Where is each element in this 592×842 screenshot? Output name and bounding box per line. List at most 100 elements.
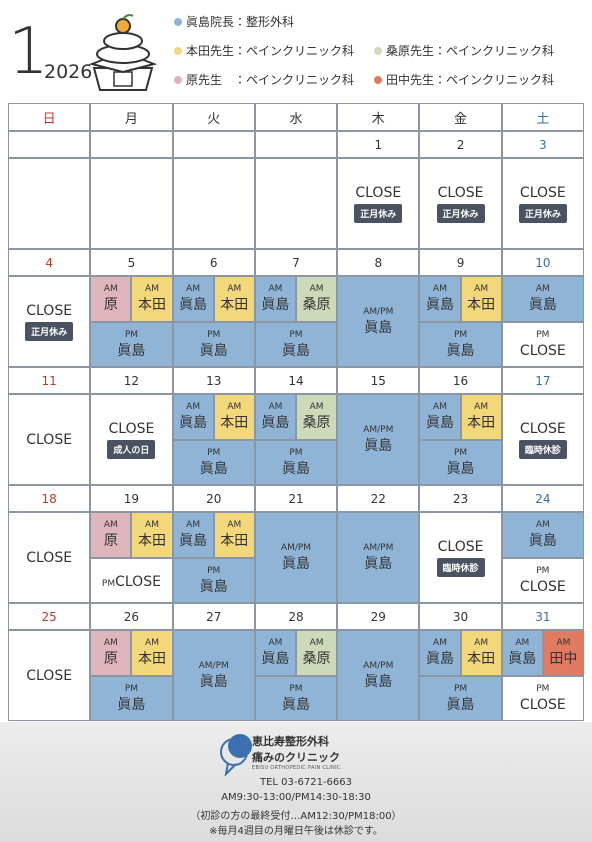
date-number: 17 [535, 373, 551, 388]
slot-name: 本田 [220, 415, 249, 432]
legend-dot [174, 18, 182, 26]
slot-label: AM [515, 638, 530, 649]
slot-label: PM [536, 565, 550, 576]
slot-row: PMCLOSE [102, 571, 161, 590]
year: 2026 [44, 61, 93, 83]
am-slot: AM 原 [90, 276, 132, 322]
slot-label: AM [433, 402, 447, 413]
slot-name: 眞島 [199, 460, 228, 477]
weekday-label: 木 [371, 111, 385, 127]
date-number: 13 [206, 373, 222, 388]
close-cell: CLOSE 正月休み [419, 158, 502, 249]
slot-label: AM/PM [363, 543, 394, 553]
date-number: 15 [370, 373, 386, 388]
slot-label: PM [289, 683, 303, 694]
date-number: 29 [370, 609, 386, 624]
weekday-cell: 日 [8, 103, 91, 131]
legend-text: 本田先生：ペインクリニック科 [186, 44, 355, 58]
slot-name: CLOSE [519, 578, 566, 595]
weekday-cell: 土 [501, 103, 584, 131]
date-number: 22 [370, 491, 386, 506]
am-slot: AM 本田 [213, 512, 255, 558]
close-text: CLOSE [26, 549, 73, 566]
slot-name: 眞島 [425, 297, 454, 314]
date-number: 27 [206, 609, 222, 624]
date-cell: 12 [90, 367, 173, 394]
month: 1 [8, 15, 49, 89]
date-number: 12 [123, 373, 140, 388]
date-number: 18 [41, 491, 57, 506]
date-number: 9 [456, 255, 465, 270]
date-number: 28 [288, 609, 304, 624]
date-number: 4 [45, 255, 53, 270]
slot-name: 本田 [137, 533, 166, 550]
slot-label: AM [145, 520, 159, 531]
weekday-cell: 水 [254, 103, 338, 131]
slot-name: 眞島 [117, 696, 146, 713]
slot-label: PM [124, 329, 139, 340]
close-cell: CLOSE 成人の日 [90, 394, 173, 485]
slot-label: AM/PM [363, 661, 394, 671]
date-number: 8 [374, 255, 383, 270]
close-text: CLOSE [437, 185, 484, 201]
date-cell: 13 [172, 367, 255, 394]
legend-text: 桑原先生：ペインクリニック科 [386, 44, 555, 58]
footer-hours: AM9:30-13:00/PM14:30-18:30 [221, 792, 371, 803]
clinic-subname: 痛みのクリニック [252, 751, 340, 764]
close-text: CLOSE [355, 185, 402, 201]
slot-label: AM [103, 284, 118, 295]
allday-cell: AM/PM 眞島 [337, 276, 420, 367]
slot-label: AM [145, 638, 159, 649]
am-slot: AM 眞島 [501, 276, 584, 322]
date-cell: 10 [501, 249, 584, 276]
close-badge: 正月休み [354, 204, 403, 223]
date-number: 21 [288, 491, 304, 506]
date-number: 14 [288, 373, 304, 388]
close-cell: CLOSE [8, 512, 91, 603]
date-cell: 25 [8, 603, 91, 630]
slot-label: PM [289, 447, 303, 458]
date-cell: 3 [501, 131, 584, 158]
pm-slot: PM 眞島 [254, 321, 338, 367]
slot-label: PM [289, 329, 303, 340]
am-slot: AM 原 [90, 512, 132, 558]
pm-slot: PM CLOSE [501, 557, 584, 603]
am-slot: AM 眞島 [254, 276, 296, 322]
am-slot: AM 本田 [213, 394, 255, 440]
slot-label: AM [227, 520, 242, 531]
slot-name: 眞島 [261, 297, 290, 314]
close-badge: 成人の日 [107, 440, 156, 459]
footer-note2: ※毎月4週目の月曜日午後は休診です。 [209, 826, 383, 837]
weekday-cell: 月 [90, 103, 173, 131]
slot-name: 眞島 [364, 556, 393, 572]
date-cell: 2 [419, 131, 502, 158]
slot-name: 眞島 [199, 342, 228, 359]
slot-name: 眞島 [364, 438, 393, 454]
legend-dot [174, 47, 182, 55]
pm-slot: PM 眞島 [172, 557, 255, 603]
date-cell: 30 [419, 603, 502, 630]
weekday-label: 水 [289, 111, 303, 127]
slot-label: PM [536, 683, 550, 694]
weekday-label: 月 [124, 111, 138, 127]
date-cell: 17 [501, 367, 584, 394]
pm-slot: PM 眞島 [419, 321, 502, 367]
date-number: 16 [452, 373, 469, 388]
date-number: 1 [374, 137, 383, 152]
slot-label: PM [207, 329, 221, 340]
slot-name: 眞島 [528, 533, 557, 550]
slot-label: AM [474, 402, 489, 413]
legend-text: 田中先生：ペインクリニック科 [386, 73, 555, 87]
date-number: 10 [535, 255, 551, 270]
slot-name: 眞島 [446, 342, 475, 359]
date-cell: 31 [501, 603, 584, 630]
close-cell: CLOSE [8, 394, 91, 485]
date-number: 11 [41, 373, 57, 388]
slot-name: 桑原 [302, 415, 331, 432]
content-cell [90, 158, 173, 249]
slot-name: 本田 [467, 297, 496, 314]
slot-name: 眞島 [199, 578, 228, 595]
date-cell: 23 [419, 485, 502, 512]
am-slot: AM 桑原 [296, 394, 338, 440]
